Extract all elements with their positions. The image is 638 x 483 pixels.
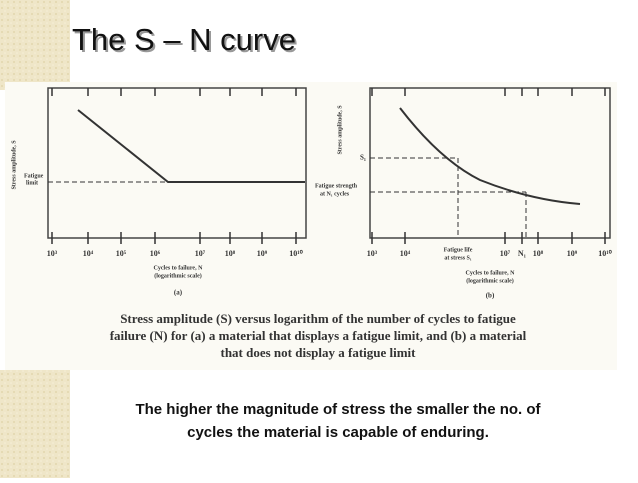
x-tick-label: 10³ xyxy=(367,249,378,258)
decor xyxy=(0,370,70,478)
x-tick-label: 10⁹ xyxy=(257,249,268,258)
ticks: 10³ 10⁴ 10⁵ 10⁶ 10⁷ 10⁸ 10⁹ 10¹⁰ xyxy=(47,88,304,258)
limit-label: Fatigue xyxy=(24,173,44,179)
panel-label: (a) xyxy=(174,289,183,297)
plot-frame xyxy=(47,87,307,239)
limit-label: limit xyxy=(26,180,38,186)
caption: that does not display a fatigue limit xyxy=(220,345,416,360)
body-text: The higher the magnitude of stress the s… xyxy=(135,401,541,418)
sn-curve xyxy=(77,109,305,183)
x-tick-label: 10⁴ xyxy=(400,249,411,258)
x-tick-label: N₁ xyxy=(518,249,527,258)
x-tick-label: 10³ xyxy=(47,249,58,258)
x-tick-label: 10⁵ xyxy=(116,249,127,258)
sn-curve xyxy=(399,107,581,205)
x-label: Cycles to failure, N xyxy=(154,265,204,271)
x-tick-label: 10⁸ xyxy=(225,249,236,258)
panel-label: (b) xyxy=(486,292,495,300)
strength-label: at N₁ cycles xyxy=(320,191,350,197)
x-tick-label: 10⁴ xyxy=(83,249,94,258)
x-tick-label: 10⁷ xyxy=(500,249,511,258)
title-shadow: The S – N curve xyxy=(74,24,298,59)
body-text: cycles the material is capable of enduri… xyxy=(187,424,489,441)
s1-label: S₁ xyxy=(360,154,366,162)
decor xyxy=(0,0,70,90)
y-label: Stress amplitude, S xyxy=(11,140,17,190)
strength-label: Fatigue strength xyxy=(315,183,358,189)
x-label: (logarithmic scale) xyxy=(466,277,513,284)
x-label: (logarithmic scale) xyxy=(154,272,201,279)
title: The S – N curve xyxy=(72,22,296,57)
figure xyxy=(5,82,617,370)
x-tick-label: 10¹⁰ xyxy=(289,249,303,258)
ticks: 10³ 10⁴ 10⁷ N₁ 10⁸ 10⁹ 10¹⁰ Fatigue life at stre… xyxy=(367,88,613,261)
y-label: Stress amplitude, S xyxy=(337,105,343,155)
x-tick-label: 10⁸ xyxy=(533,249,544,258)
caption: failure (N) for (a) a material that disp… xyxy=(110,328,527,343)
x-tick-label: 10⁶ xyxy=(150,249,161,258)
life-label: at stress S₁ xyxy=(444,255,472,261)
plot-frame xyxy=(369,87,611,239)
caption: Stress amplitude (S) versus logarithm of… xyxy=(120,311,516,326)
x-tick-label: 10¹⁰ xyxy=(598,249,612,258)
x-label: Cycles to failure, N xyxy=(466,270,516,276)
x-tick-label: 10⁷ xyxy=(195,249,206,258)
decor xyxy=(70,0,638,80)
life-label: Fatigue life xyxy=(444,247,473,253)
x-tick-label: 10⁹ xyxy=(567,249,578,258)
